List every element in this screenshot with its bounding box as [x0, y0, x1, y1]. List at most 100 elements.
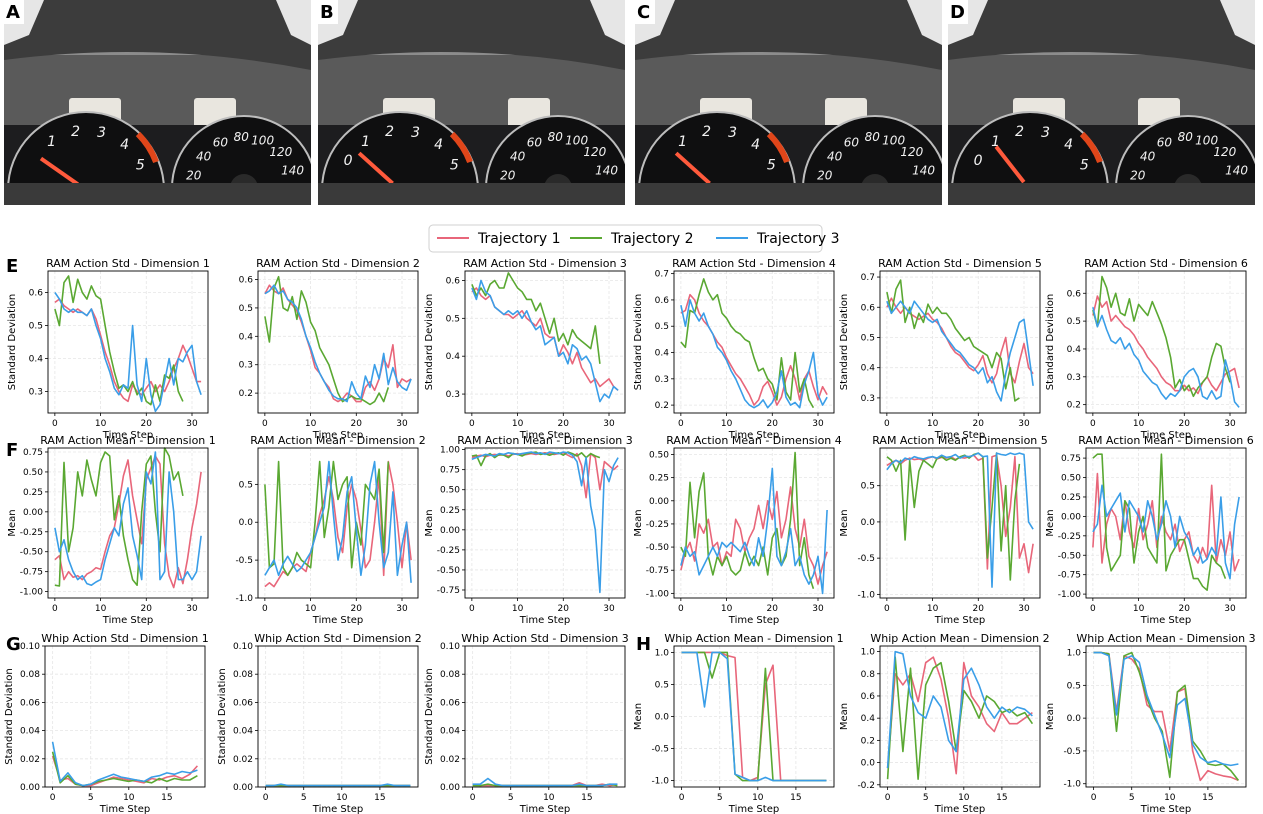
x-tick-label: 0 [884, 604, 890, 614]
tach-label: 7 [1080, 208, 1089, 224]
chart-title: RAM Action Std - Dimension 5 [878, 257, 1042, 270]
speed-label: 140 [912, 163, 935, 177]
dashboard-photo: 0123456720406080100120140 [318, 0, 625, 205]
speed-label: 20 [1130, 169, 1146, 183]
x-tick-label: 20 [973, 604, 985, 614]
x-tick-label: 30 [603, 419, 615, 429]
tach-label: 3 [728, 125, 737, 141]
y-tick-label: 1.00 [440, 446, 460, 456]
panel-letter-e: E [6, 256, 18, 277]
x-tick-label: 15 [161, 793, 172, 803]
y-tick-label: 0.04 [233, 727, 253, 737]
chart-title: RAM Action Std - Dimension 4 [672, 257, 836, 270]
x-axis-label: Time Step [519, 430, 570, 441]
tach-label: 4 [434, 137, 443, 153]
panel-letter-text: H [636, 634, 651, 655]
series-line-trajectory-3 [1092, 307, 1240, 408]
y-tick-label: 0.50 [1061, 474, 1081, 484]
x-axis-label: Time Step [934, 804, 985, 814]
x-tick-label: 30 [186, 419, 198, 429]
y-tick-label: 0.6 [861, 692, 876, 702]
series-line-trajectory-1 [54, 455, 202, 589]
y-tick-label: 0.4 [861, 364, 876, 374]
x-tick-label: 5 [88, 793, 94, 803]
x-tick-label: 10 [958, 793, 970, 803]
x-tick-label: 0 [1091, 793, 1097, 803]
series-line-trajectory-3 [681, 651, 827, 782]
chart-E-1: 0 10 20 30 0.3 0.4 0.5 0.6 RAM Action Std - Dime… [7, 257, 210, 441]
y-tick-label: 0.02 [233, 755, 253, 765]
x-axis-label: Time Step [934, 430, 985, 441]
series-line-trajectory-3 [264, 284, 412, 403]
series-line-trajectory-2 [886, 452, 1021, 581]
cable-cover [1220, 0, 1255, 45]
x-tick-label: 10 [721, 419, 733, 429]
x-tick-label: 0 [885, 793, 891, 803]
series-line-trajectory-3 [1093, 651, 1239, 767]
chart-title: Whip Action Std - Dimension 1 [41, 632, 209, 645]
letter-badge [946, 0, 968, 24]
y-tick-label: 0.00 [23, 508, 43, 518]
chart-title: RAM Action Mean - Dimension 5 [872, 434, 1048, 447]
x-tick-label: 0 [1090, 604, 1096, 614]
tach-label: 2 [702, 124, 711, 140]
y-tick-label: 0.50 [23, 468, 43, 478]
y-tick-label: 0.75 [440, 466, 460, 476]
series-line-trajectory-3 [51, 741, 198, 787]
y-tick-label: 0.25 [1061, 493, 1081, 503]
x-tick-label: 20 [558, 604, 570, 614]
x-tick-label: 5 [1129, 793, 1135, 803]
x-tick-label: 15 [790, 793, 801, 803]
y-axis-label: Standard Deviation [1045, 294, 1056, 391]
x-axis-label: Time Step [312, 615, 363, 626]
chart-title: Whip Action Mean - Dimension 1 [664, 632, 843, 645]
y-tick-label: 0.5 [239, 304, 253, 314]
tach-label: 5 [1080, 158, 1089, 174]
y-tick-label: 0.25 [649, 474, 669, 484]
chart-H-17: 0 5 10 15 -0.2 0.0 0.2 0.4 0.6 0.8 1.0 Whip Action … [839, 632, 1050, 814]
dashboard-photo: 123456720406080100120140 [4, 0, 311, 205]
y-tick-label: -0.25 [20, 528, 43, 538]
letter-badge [2, 0, 24, 24]
y-axis-label: Mean [633, 703, 644, 730]
y-tick-label: 0.10 [233, 642, 253, 652]
y-tick-label: -0.5 [1063, 747, 1081, 757]
speed-label: 120 [269, 145, 292, 159]
series-line-trajectory-3 [54, 451, 202, 587]
speed-label: 80 [234, 130, 250, 144]
tach-label: 4 [120, 137, 129, 153]
tach-label: 2 [385, 124, 394, 140]
chart-E-6: 0 10 20 30 0.2 0.3 0.4 0.5 0.6 RAM Action Std - D… [1045, 257, 1248, 441]
speed-label: 120 [583, 145, 606, 159]
series-line-trajectory-3 [471, 451, 619, 594]
cable-cover [907, 0, 942, 45]
y-tick-label: 0.5 [446, 314, 460, 324]
x-tick-label: 5 [301, 793, 307, 803]
y-tick-label: -0.75 [437, 586, 460, 596]
panel-letter-b: B [316, 0, 338, 24]
y-tick-label: 0.00 [1061, 512, 1081, 522]
dash-hood [4, 0, 311, 70]
y-tick-label: -1.00 [646, 589, 670, 599]
y-tick-label: 0.00 [20, 783, 40, 793]
y-tick-label: 0.06 [233, 698, 253, 708]
y-axis-label: Mean [633, 509, 644, 536]
speed-label: 100 [565, 133, 588, 147]
legend-entry: Trajectory 2 [570, 231, 693, 247]
tach-label: 5 [450, 158, 459, 174]
speed-label: 60 [527, 136, 543, 150]
y-tick-label: 0.5 [1067, 317, 1081, 327]
x-tick-label: 20 [973, 419, 985, 429]
y-tick-label: -1.0 [651, 777, 669, 787]
y-tick-label: -0.50 [20, 548, 44, 558]
series-line-trajectory-2 [1093, 651, 1240, 781]
y-tick-label: 1.0 [1067, 649, 1082, 659]
x-tick-label: 10 [305, 604, 317, 614]
series-line-trajectory-3 [472, 777, 618, 787]
y-tick-label: 0.6 [446, 276, 461, 286]
plot-frame [47, 447, 209, 599]
